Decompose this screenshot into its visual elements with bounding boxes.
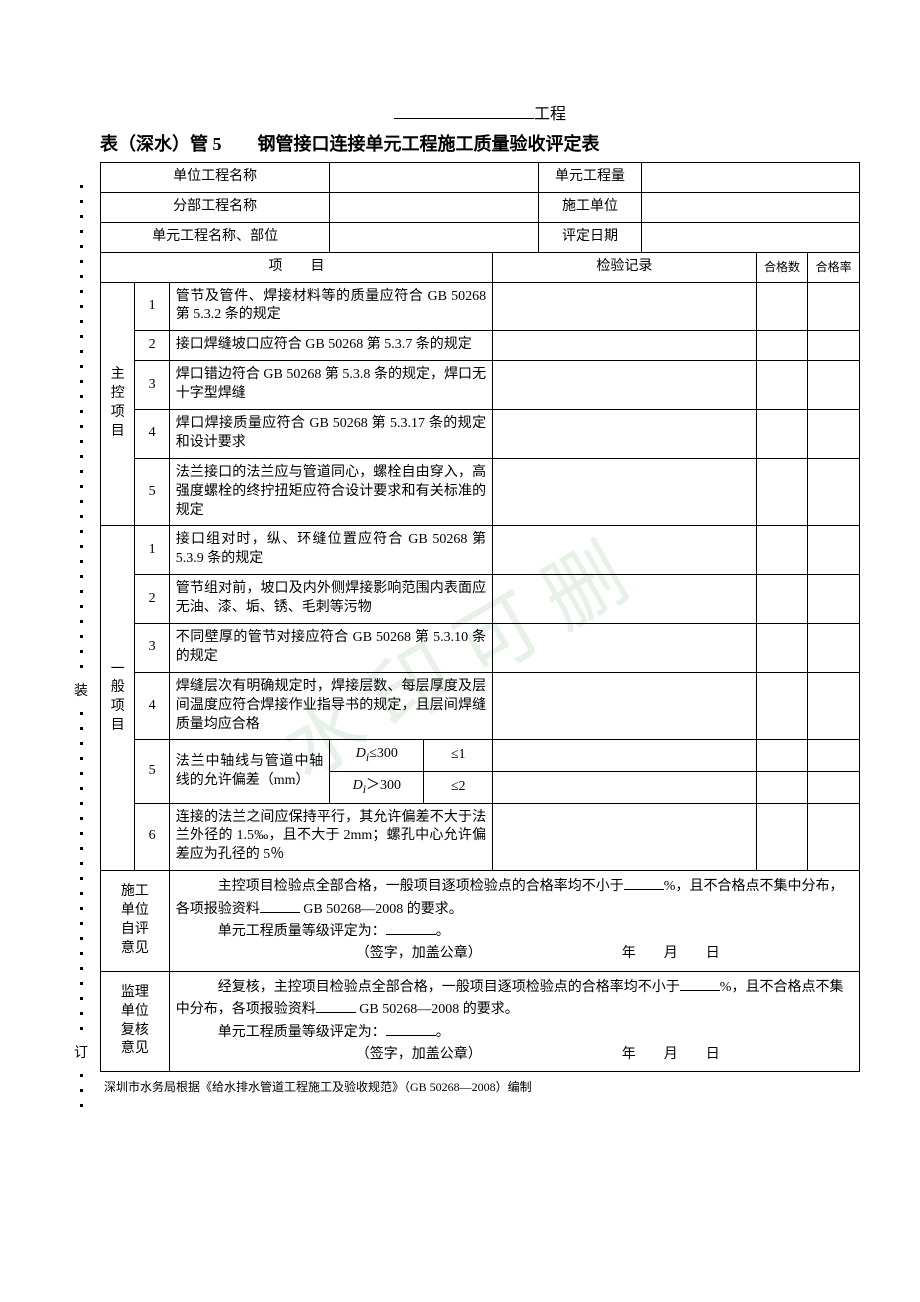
main-row-3: 3 焊口错边符合 GB 50268 第 5.3.8 条的规定，焊口无十字型焊缝	[101, 361, 860, 410]
main-1-rate	[808, 282, 860, 331]
main-group-label: 主控项目	[101, 282, 135, 526]
gen-2-num: 2	[135, 575, 169, 624]
header-right-1: 单元工程量	[538, 163, 641, 193]
main-1-count	[756, 282, 808, 331]
header-row-3: 单元工程名称、部位 评定日期	[101, 222, 860, 252]
col-pass-count: 合格数	[756, 252, 808, 282]
gen-6-text: 连接的法兰之间应保持平行，其允许偏差不大于法兰外径的 1.5‰，且不大于 2mm…	[169, 803, 492, 871]
main-1-record	[493, 282, 757, 331]
header-val-2	[330, 192, 539, 222]
main-1-num: 1	[135, 282, 169, 331]
supervisor-text: 经复核，主控项目检验点全部合格，一般项目逐项检验点的合格率均不小于%，且不合格点…	[169, 971, 859, 1072]
col-pass-rate: 合格率	[808, 252, 860, 282]
construction-label: 施工单位自评意见	[101, 871, 170, 972]
main-row-1: 主控项目 1 管节及管件、焊接材料等的质量应符合 GB 50268 第 5.3.…	[101, 282, 860, 331]
main-2-text: 接口焊缝坡口应符合 GB 50268 第 5.3.7 条的规定	[169, 331, 492, 361]
gen-1-num: 1	[135, 526, 169, 575]
main-2-num: 2	[135, 331, 169, 361]
main-1-text: 管节及管件、焊接材料等的质量应符合 GB 50268 第 5.3.2 条的规定	[169, 282, 492, 331]
col-record: 检验记录	[493, 252, 757, 282]
gen-row-4: 4 焊缝层次有明确规定时，焊接层数、每层厚度及层间温度应符合焊接作业指导书的规定…	[101, 672, 860, 740]
header-left-3: 单元工程名称、部位	[101, 222, 330, 252]
header-val-2b	[642, 192, 860, 222]
gen-5a-cond: Di≤300	[330, 740, 424, 772]
project-suffix: 工程	[534, 106, 566, 123]
main-3-num: 3	[135, 361, 169, 410]
gen-row-3: 3 不同壁厚的管节对接应符合 GB 50268 第 5.3.10 条的规定	[101, 624, 860, 673]
table-title-line: 表（深水）管 5 钢管接口连接单元工程施工质量验收评定表	[100, 130, 860, 156]
construction-text: 主控项目检验点全部合格，一般项目逐项检验点的合格率均不小于%，且不合格点不集中分…	[169, 871, 859, 972]
general-group-label: 一般项目	[101, 526, 135, 871]
construction-row: 施工单位自评意见 主控项目检验点全部合格，一般项目逐项检验点的合格率均不小于%，…	[101, 871, 860, 972]
gen-3-text: 不同壁厚的管节对接应符合 GB 50268 第 5.3.10 条的规定	[169, 624, 492, 673]
table-id: 表（深水）管 5	[100, 134, 222, 154]
header-right-3: 评定日期	[538, 222, 641, 252]
header-val-1	[330, 163, 539, 193]
main-row-4: 4 焊口焊接质量应符合 GB 50268 第 5.3.17 条的规定和设计要求	[101, 410, 860, 459]
gen-row-5a: 5 法兰中轴线与管道中轴线的允许偏差（mm） Di≤300 ≤1	[101, 740, 860, 772]
gen-4-num: 4	[135, 672, 169, 740]
footnote: 深圳市水务局根据《给水排水管道工程施工及验收规范》（GB 50268—2008）…	[100, 1078, 860, 1095]
gen-3-num: 3	[135, 624, 169, 673]
gen-row-2: 2 管节组对前，坡口及内外侧焊接影响范围内表面应无油、漆、垢、锈、毛刺等污物	[101, 575, 860, 624]
main-3-text: 焊口错边符合 GB 50268 第 5.3.8 条的规定，焊口无十字型焊缝	[169, 361, 492, 410]
gen-2-text: 管节组对前，坡口及内外侧焊接影响范围内表面应无油、漆、垢、锈、毛刺等污物	[169, 575, 492, 624]
main-row-5: 5 法兰接口的法兰应与管道同心，螺栓自由穿入，高强度螺栓的终拧扭矩应符合设计要求…	[101, 458, 860, 526]
gen-5-desc: 法兰中轴线与管道中轴线的允许偏差（mm）	[169, 740, 330, 803]
gen-4-text: 焊缝层次有明确规定时，焊接层数、每层厚度及层间温度应符合焊接作业指导书的规定，且…	[169, 672, 492, 740]
gen-5b-cond: Di＞300	[330, 772, 424, 804]
col-item: 项 目	[101, 252, 493, 282]
main-4-num: 4	[135, 410, 169, 459]
header-val-3	[330, 222, 539, 252]
table-title: 钢管接口连接单元工程施工质量验收评定表	[258, 134, 600, 154]
supervisor-row: 监理单位复核意见 经复核，主控项目检验点全部合格，一般项目逐项检验点的合格率均不…	[101, 971, 860, 1072]
gen-5a-val: ≤1	[424, 740, 493, 772]
main-5-text: 法兰接口的法兰应与管道同心，螺栓自由穿入，高强度螺栓的终拧扭矩应符合设计要求和有…	[169, 458, 492, 526]
gen-6-num: 6	[135, 803, 169, 871]
header-val-1b	[642, 163, 860, 193]
header-left-1: 单位工程名称	[101, 163, 330, 193]
gen-row-6: 6 连接的法兰之间应保持平行，其允许偏差不大于法兰外径的 1.5‰，且不大于 2…	[101, 803, 860, 871]
header-val-3b	[642, 222, 860, 252]
header-left-2: 分部工程名称	[101, 192, 330, 222]
evaluation-table: 单位工程名称 单元工程量 分部工程名称 施工单位 单元工程名称、部位 评定日期 …	[100, 162, 860, 1072]
gen-row-1: 一般项目 1 接口组对时，纵、环缝位置应符合 GB 50268 第 5.3.9 …	[101, 526, 860, 575]
column-header-row: 项 目 检验记录 合格数 合格率	[101, 252, 860, 282]
gen-5-num: 5	[135, 740, 169, 803]
header-row-2: 分部工程名称 施工单位	[101, 192, 860, 222]
gen-1-text: 接口组对时，纵、环缝位置应符合 GB 50268 第 5.3.9 条的规定	[169, 526, 492, 575]
gen-5b-val: ≤2	[424, 772, 493, 804]
project-name-line: 工程	[100, 100, 860, 124]
main-4-text: 焊口焊接质量应符合 GB 50268 第 5.3.17 条的规定和设计要求	[169, 410, 492, 459]
header-row-1: 单位工程名称 单元工程量	[101, 163, 860, 193]
page-content: 工程 表（深水）管 5 钢管接口连接单元工程施工质量验收评定表 单位工程名称 单…	[0, 0, 920, 1135]
supervisor-label: 监理单位复核意见	[101, 971, 170, 1072]
header-right-2: 施工单位	[538, 192, 641, 222]
main-5-num: 5	[135, 458, 169, 526]
main-row-2: 2 接口焊缝坡口应符合 GB 50268 第 5.3.7 条的规定	[101, 331, 860, 361]
